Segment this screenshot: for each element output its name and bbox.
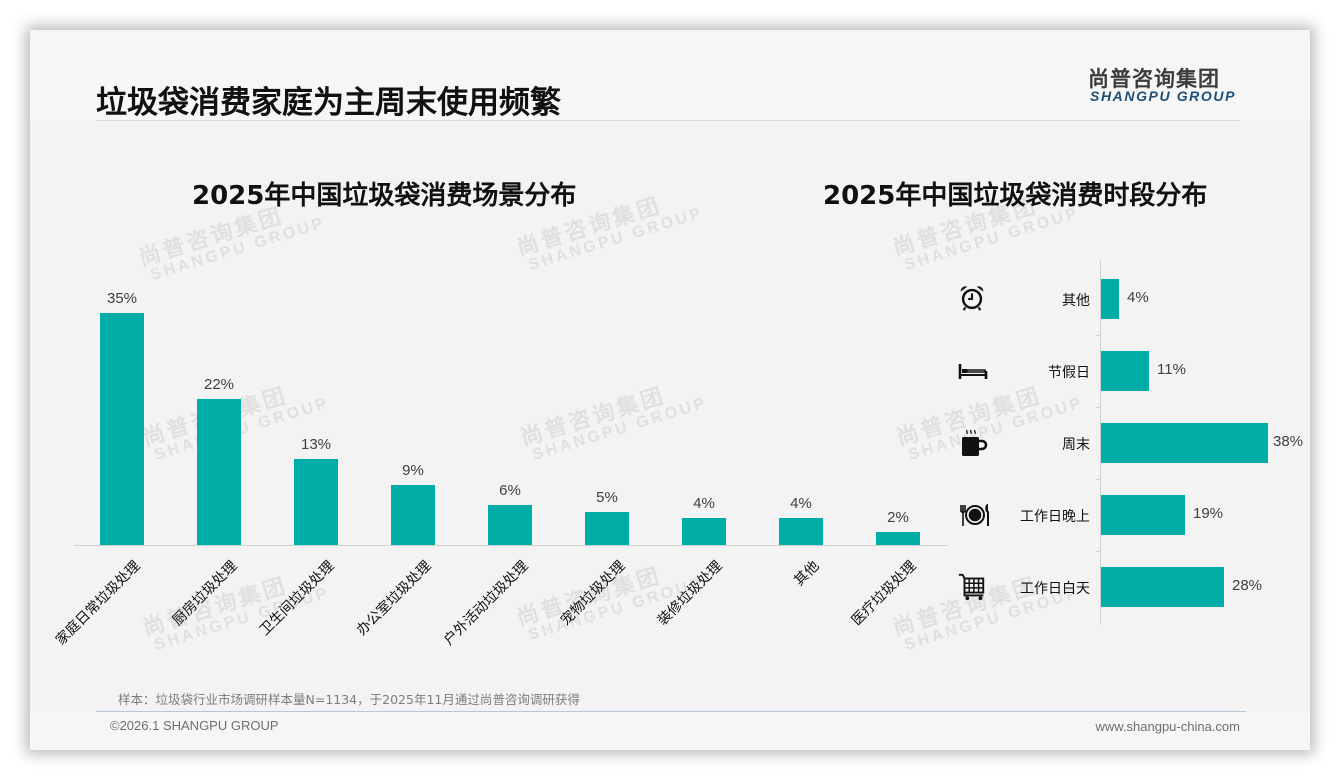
alarm-clock-icon bbox=[957, 283, 989, 315]
logo-chinese: 尚普咨询集团 bbox=[1088, 67, 1220, 91]
y-axis-line bbox=[1100, 260, 1101, 625]
x-axis-category-label: 医疗垃圾处理 bbox=[848, 558, 920, 629]
x-axis-category-label: 卫生间垃圾处理 bbox=[256, 558, 338, 639]
shopping-cart-icon bbox=[957, 571, 989, 603]
time-bar-chart: 4% 其他 11% 节假日 38% 周末 19% 工作日晚上 28% 工作日白天 bbox=[950, 260, 1304, 625]
bar-value-label: 11% bbox=[1157, 361, 1186, 378]
slide: 尚普咨询集团 SHANGPU GROUP 尚普咨询集团 SHANGPU GROUP 尚普… bbox=[30, 30, 1310, 750]
sample-note: 样本：垃圾袋行业市场调研样本量N=1134，于2025年11月通过尚普咨询调研获… bbox=[118, 692, 580, 707]
axis-tick bbox=[1096, 479, 1101, 480]
logo-english: SHANGPU GROUP bbox=[1090, 88, 1237, 104]
bar-value-label: 35% bbox=[106, 290, 138, 307]
scene-chart-title: 2025年中国垃圾袋消费场景分布 bbox=[192, 181, 577, 211]
bar bbox=[1101, 423, 1268, 463]
axis-tick bbox=[1096, 551, 1101, 552]
time-chart-title: 2025年中国垃圾袋消费时段分布 bbox=[823, 181, 1208, 211]
axis-tick bbox=[1096, 335, 1101, 336]
x-axis-category-label: 其他 bbox=[791, 558, 823, 590]
scene-bar-chart: 35% 家庭日常垃圾处理 22% 厨房垃圾处理 13% 卫生间垃圾处理 9% 办公室垃圾处理 6… bbox=[53, 280, 948, 649]
x-axis-category-label: 户外活动垃圾处理 bbox=[440, 558, 532, 649]
bar-value-label: 4% bbox=[1127, 289, 1149, 306]
title-divider bbox=[96, 120, 1240, 121]
bar bbox=[294, 459, 338, 545]
bar-value-label: 4% bbox=[693, 495, 715, 512]
y-axis-category-label: 其他 bbox=[1062, 293, 1090, 309]
bar-value-label: 19% bbox=[1193, 505, 1224, 522]
website-link[interactable]: www.shangpu-china.com bbox=[1095, 719, 1240, 734]
bar bbox=[585, 512, 629, 545]
bar bbox=[391, 485, 435, 545]
bar bbox=[876, 532, 920, 545]
bar bbox=[488, 505, 532, 545]
page-title: 垃圾袋消费家庭为主周末使用频繁 bbox=[96, 85, 561, 121]
footer-divider bbox=[96, 711, 1246, 712]
y-axis-category-label: 工作日晚上 bbox=[1020, 509, 1090, 525]
watermark-en: SHANGPU GROUP bbox=[526, 204, 706, 275]
x-axis-category-label: 家庭日常垃圾处理 bbox=[52, 558, 144, 649]
bar-value-label: 9% bbox=[402, 462, 424, 479]
bar-value-label: 4% bbox=[790, 495, 812, 512]
bar bbox=[1101, 351, 1149, 391]
bar bbox=[779, 518, 823, 545]
bar bbox=[197, 399, 241, 545]
x-axis-line bbox=[74, 545, 948, 546]
footer-band bbox=[30, 712, 1310, 750]
bar bbox=[682, 518, 726, 545]
x-axis-category-label: 厨房垃圾处理 bbox=[169, 558, 241, 629]
y-axis-category-label: 周末 bbox=[1062, 437, 1090, 453]
bar bbox=[1101, 495, 1185, 535]
x-axis-category-label: 办公室垃圾处理 bbox=[353, 558, 435, 639]
bar bbox=[1101, 279, 1119, 319]
x-axis-category-label: 装修垃圾处理 bbox=[654, 558, 726, 629]
copyright: ©2026.1 SHANGPU GROUP bbox=[110, 718, 279, 733]
header-band bbox=[30, 30, 1310, 120]
bar-value-label: 2% bbox=[887, 509, 909, 526]
bar bbox=[100, 313, 144, 545]
axis-tick bbox=[1096, 407, 1101, 408]
bar-value-label: 13% bbox=[300, 436, 332, 453]
bar-value-label: 28% bbox=[1232, 577, 1263, 594]
coffee-cup-icon bbox=[957, 427, 989, 459]
bar-value-label: 6% bbox=[499, 482, 521, 499]
bar-value-label: 22% bbox=[203, 376, 235, 393]
x-axis-category-label: 宠物垃圾处理 bbox=[557, 558, 629, 629]
y-axis-category-label: 工作日白天 bbox=[1020, 581, 1090, 597]
watermark-en: SHANGPU GROUP bbox=[148, 214, 328, 285]
bar bbox=[1101, 567, 1224, 607]
plate-cutlery-icon bbox=[957, 499, 989, 531]
y-axis-category-label: 节假日 bbox=[1048, 365, 1090, 381]
bar-value-label: 5% bbox=[596, 489, 618, 506]
bed-icon bbox=[957, 355, 989, 387]
bar-value-label: 38% bbox=[1273, 433, 1304, 450]
